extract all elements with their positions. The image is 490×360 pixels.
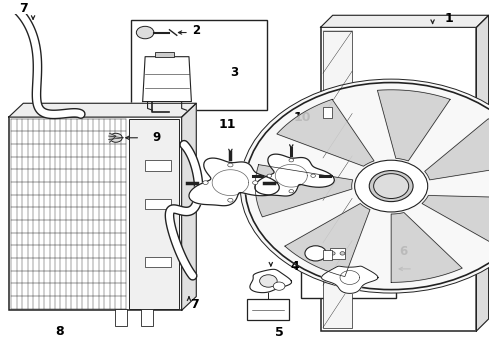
Circle shape (340, 252, 345, 255)
Circle shape (267, 174, 272, 177)
Text: 8: 8 (55, 324, 64, 338)
Text: 3: 3 (230, 66, 239, 79)
Text: 9: 9 (152, 131, 161, 144)
Text: 11: 11 (218, 118, 236, 131)
Polygon shape (255, 154, 334, 196)
Polygon shape (425, 119, 490, 180)
Text: 7: 7 (19, 1, 28, 15)
Text: 10: 10 (294, 111, 311, 124)
Circle shape (305, 246, 326, 261)
Circle shape (289, 190, 294, 193)
Circle shape (240, 79, 490, 293)
Circle shape (252, 181, 258, 185)
Bar (320, 27, 476, 331)
Bar (301, 239, 396, 298)
Polygon shape (285, 203, 370, 276)
Circle shape (203, 181, 208, 185)
Polygon shape (110, 133, 116, 142)
Bar (323, 250, 332, 260)
Polygon shape (189, 158, 279, 206)
Bar (247, 299, 289, 320)
Circle shape (355, 160, 428, 212)
Text: 5: 5 (275, 326, 284, 339)
Circle shape (260, 275, 277, 287)
Circle shape (110, 133, 122, 142)
Bar (130, 21, 267, 110)
Circle shape (273, 282, 285, 290)
Polygon shape (377, 90, 450, 161)
Polygon shape (320, 15, 489, 27)
Bar (129, 119, 179, 309)
Circle shape (374, 174, 409, 198)
Circle shape (311, 174, 316, 177)
Bar (141, 309, 153, 326)
Text: 4: 4 (291, 260, 299, 273)
Text: 1: 1 (445, 12, 454, 24)
Polygon shape (9, 103, 196, 117)
Polygon shape (182, 103, 196, 310)
Polygon shape (277, 99, 374, 166)
Polygon shape (422, 195, 490, 246)
Circle shape (369, 171, 413, 202)
Bar (115, 309, 127, 326)
Text: 2: 2 (192, 24, 200, 37)
Circle shape (289, 159, 294, 162)
Circle shape (330, 252, 335, 255)
Bar (145, 257, 171, 267)
Text: 7: 7 (190, 298, 199, 311)
Bar (323, 107, 332, 118)
Bar (145, 199, 171, 209)
Bar (9, 117, 182, 310)
Text: 6: 6 (399, 245, 408, 258)
Polygon shape (321, 266, 378, 293)
Bar (155, 51, 174, 57)
Bar (330, 248, 345, 258)
Circle shape (228, 163, 233, 167)
Polygon shape (391, 212, 462, 282)
Bar (323, 31, 352, 328)
Polygon shape (255, 165, 353, 217)
Bar (145, 160, 171, 171)
Circle shape (228, 198, 233, 202)
Circle shape (136, 26, 154, 39)
Polygon shape (476, 15, 489, 331)
Polygon shape (143, 57, 192, 102)
Polygon shape (250, 269, 292, 293)
